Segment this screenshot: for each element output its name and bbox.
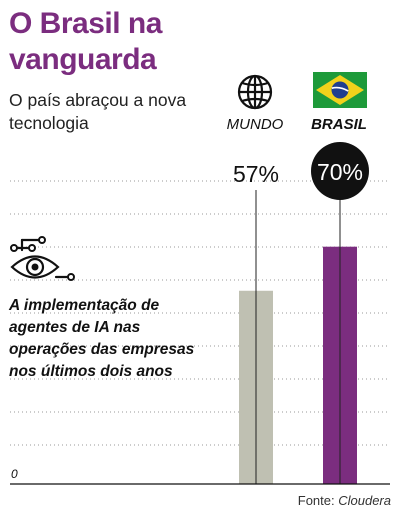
chart-annotation: A implementação de agentes de IA nas ope… xyxy=(9,297,195,380)
series-label-mundo: MUNDO xyxy=(226,116,284,133)
source-name: Cloudera xyxy=(338,493,391,508)
eye-circuit-icon xyxy=(10,236,75,281)
globe-icon xyxy=(237,74,273,110)
chart-title: O Brasil na vanguarda xyxy=(9,7,162,76)
series-label-brasil: BRASIL xyxy=(311,116,367,133)
data-label-brasil: 70% xyxy=(317,159,363,185)
brazil-flag-icon xyxy=(313,72,367,108)
data-label-mundo: 57% xyxy=(233,161,279,187)
baseline-label: 0 xyxy=(11,467,18,481)
source-credit: Fonte: Cloudera xyxy=(298,493,391,508)
chart-subtitle: O país abraçou a nova tecnologia xyxy=(9,90,187,133)
value-badge-brasil xyxy=(311,142,369,200)
source-prefix: Fonte: xyxy=(297,493,339,508)
